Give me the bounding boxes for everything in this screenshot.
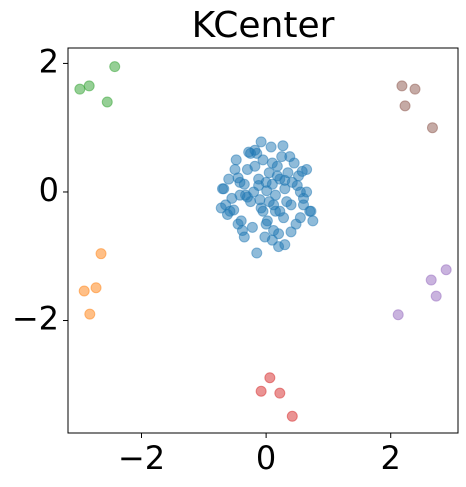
- point: [257, 154, 269, 166]
- point: [253, 173, 265, 185]
- point: [83, 80, 95, 92]
- point: [90, 282, 102, 294]
- point: [101, 96, 113, 108]
- chart-title: KCenter: [192, 5, 335, 46]
- point: [396, 80, 408, 92]
- point: [238, 231, 250, 243]
- point: [95, 248, 107, 260]
- point: [249, 144, 261, 156]
- y-tick-label: −2: [12, 300, 59, 338]
- point: [425, 274, 437, 286]
- point: [290, 218, 302, 230]
- point: [232, 218, 244, 230]
- point: [274, 387, 286, 399]
- point: [286, 410, 298, 422]
- point: [264, 372, 276, 384]
- point: [307, 215, 319, 227]
- point: [266, 234, 278, 246]
- point: [260, 218, 272, 230]
- point: [274, 205, 286, 217]
- point: [293, 170, 305, 182]
- point: [281, 196, 293, 208]
- y-tick-label: 2: [39, 42, 59, 80]
- point: [426, 122, 438, 134]
- point: [228, 204, 240, 216]
- point: [304, 205, 316, 217]
- point: [246, 221, 258, 233]
- point: [392, 309, 404, 321]
- plot-frame: [67, 47, 459, 434]
- point: [430, 290, 442, 302]
- point: [409, 83, 421, 95]
- point: [255, 136, 267, 148]
- point: [284, 151, 296, 163]
- x-tick-label: 0: [256, 439, 276, 477]
- point: [301, 163, 313, 175]
- y-tick-label: 0: [39, 171, 59, 209]
- point: [251, 247, 263, 259]
- point: [217, 183, 229, 195]
- point: [265, 141, 277, 153]
- point: [109, 61, 121, 73]
- point: [440, 264, 452, 276]
- x-tick-label: 2: [381, 439, 401, 477]
- point: [240, 189, 252, 201]
- x-tick-label: −2: [118, 439, 165, 477]
- point: [294, 186, 306, 198]
- point: [78, 285, 90, 297]
- point: [285, 226, 297, 238]
- point: [277, 140, 289, 152]
- point: [230, 154, 242, 166]
- point: [229, 163, 241, 175]
- point: [234, 176, 246, 188]
- point: [271, 160, 283, 172]
- point: [266, 178, 278, 190]
- point: [223, 173, 235, 185]
- point: [279, 239, 291, 251]
- point: [399, 100, 411, 112]
- point: [255, 385, 267, 397]
- point: [84, 308, 96, 320]
- point: [241, 163, 253, 175]
- point: [220, 199, 232, 211]
- point: [74, 83, 86, 95]
